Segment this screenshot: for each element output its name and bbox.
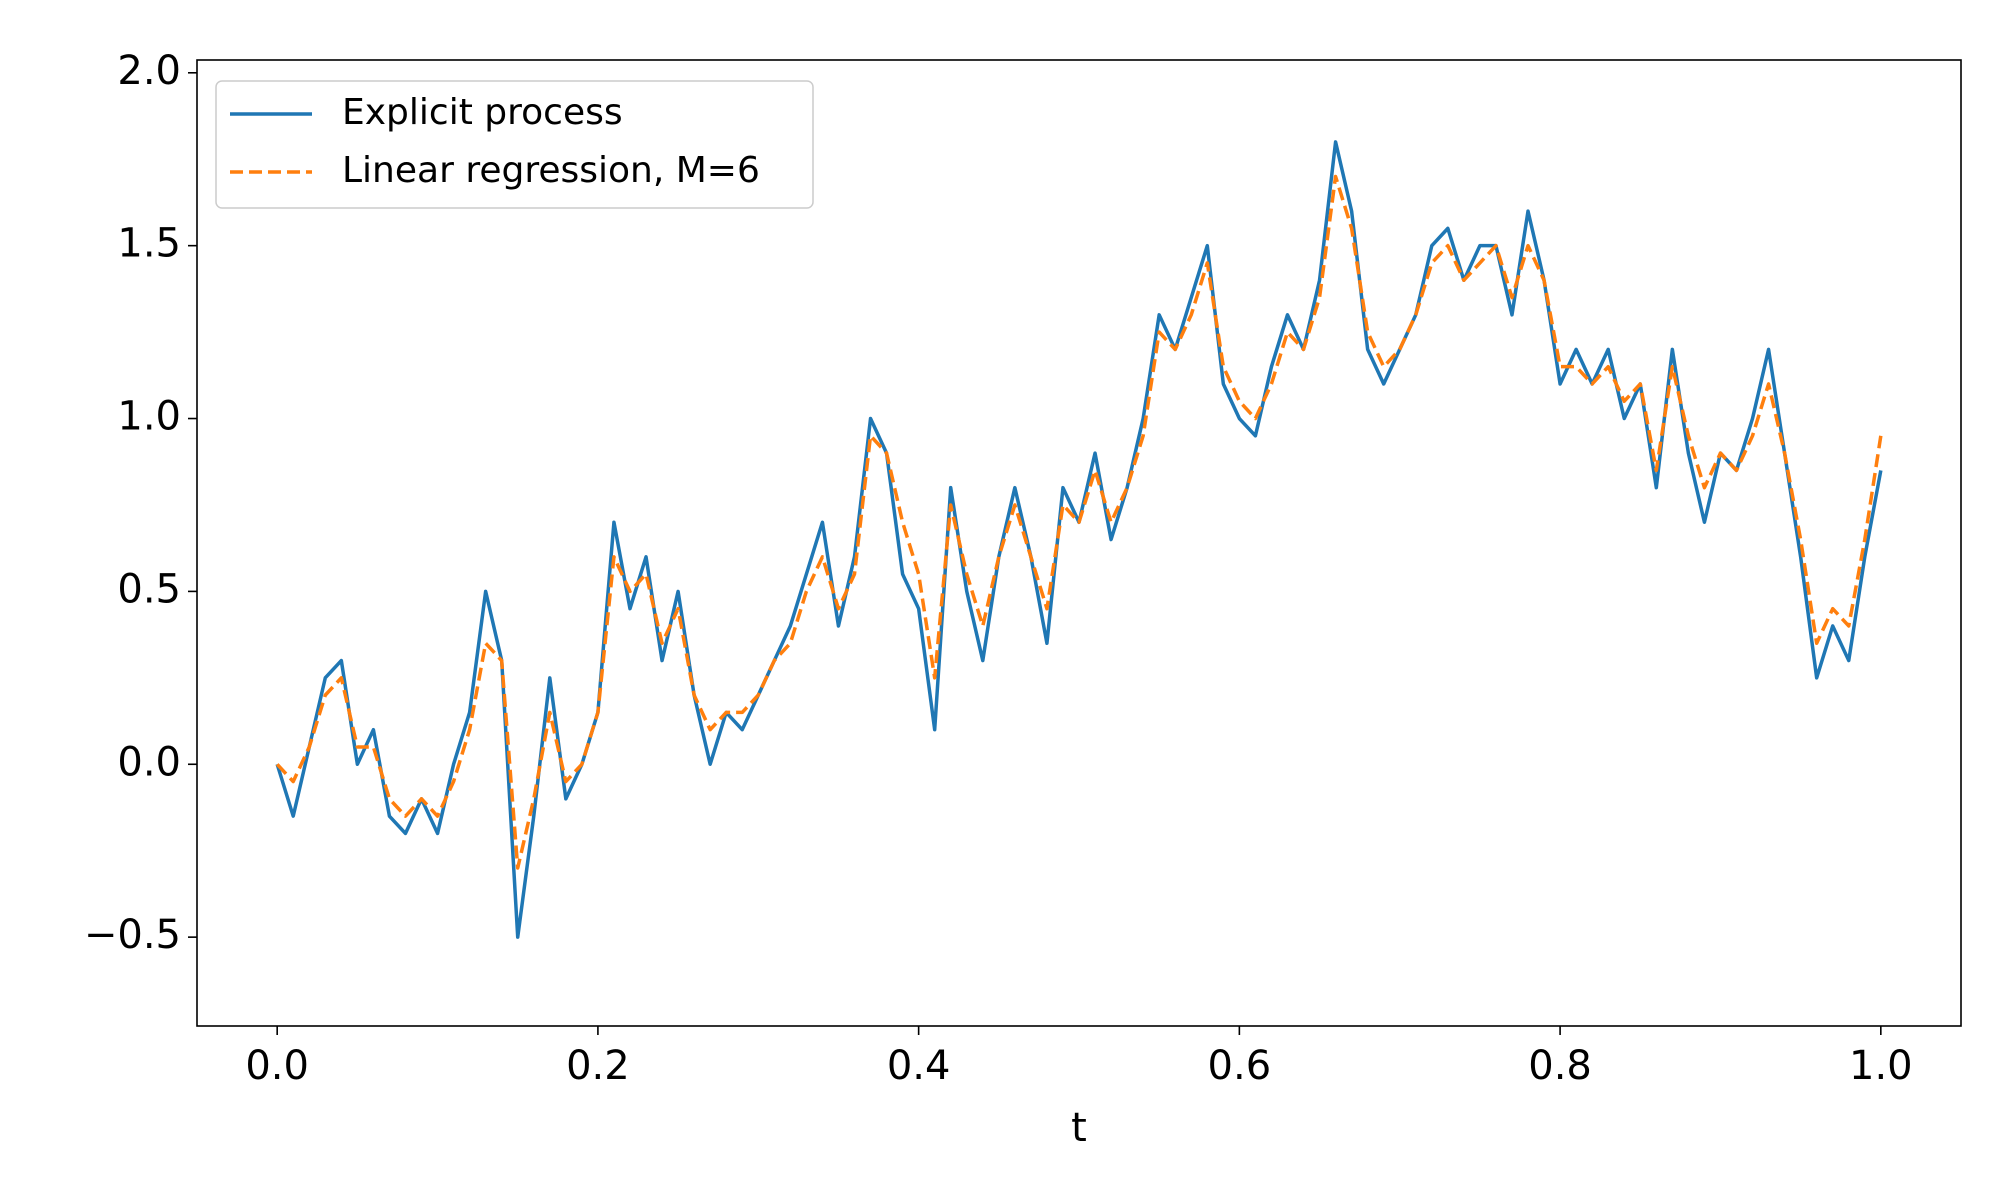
series-line (275, 140, 1883, 939)
x-tick-label: 0.6 (1208, 1043, 1272, 1089)
x-tick-label: 0.2 (566, 1043, 630, 1089)
x-axis-label: t (1071, 1105, 1087, 1151)
legend-label: Explicit process (342, 92, 623, 133)
legend-label: Linear regression, M=6 (342, 150, 760, 191)
x-tick-label: 0.4 (887, 1043, 951, 1089)
y-tick-label: 0.5 (117, 566, 181, 612)
y-tick-label: 2.0 (117, 48, 181, 94)
y-tick-label: 0.0 (117, 739, 181, 785)
y-tick-label: 1.5 (117, 221, 181, 267)
x-tick-label: 1.0 (1849, 1043, 1913, 1089)
x-tick-label: 0.8 (1528, 1043, 1592, 1089)
x-tick-label: 0.0 (245, 1043, 309, 1089)
series-line (275, 174, 1883, 870)
y-tick-label: −0.5 (84, 912, 181, 958)
legend-box (215, 80, 814, 209)
plot-frame (196, 59, 1962, 1027)
y-tick-label: 1.0 (117, 394, 181, 440)
